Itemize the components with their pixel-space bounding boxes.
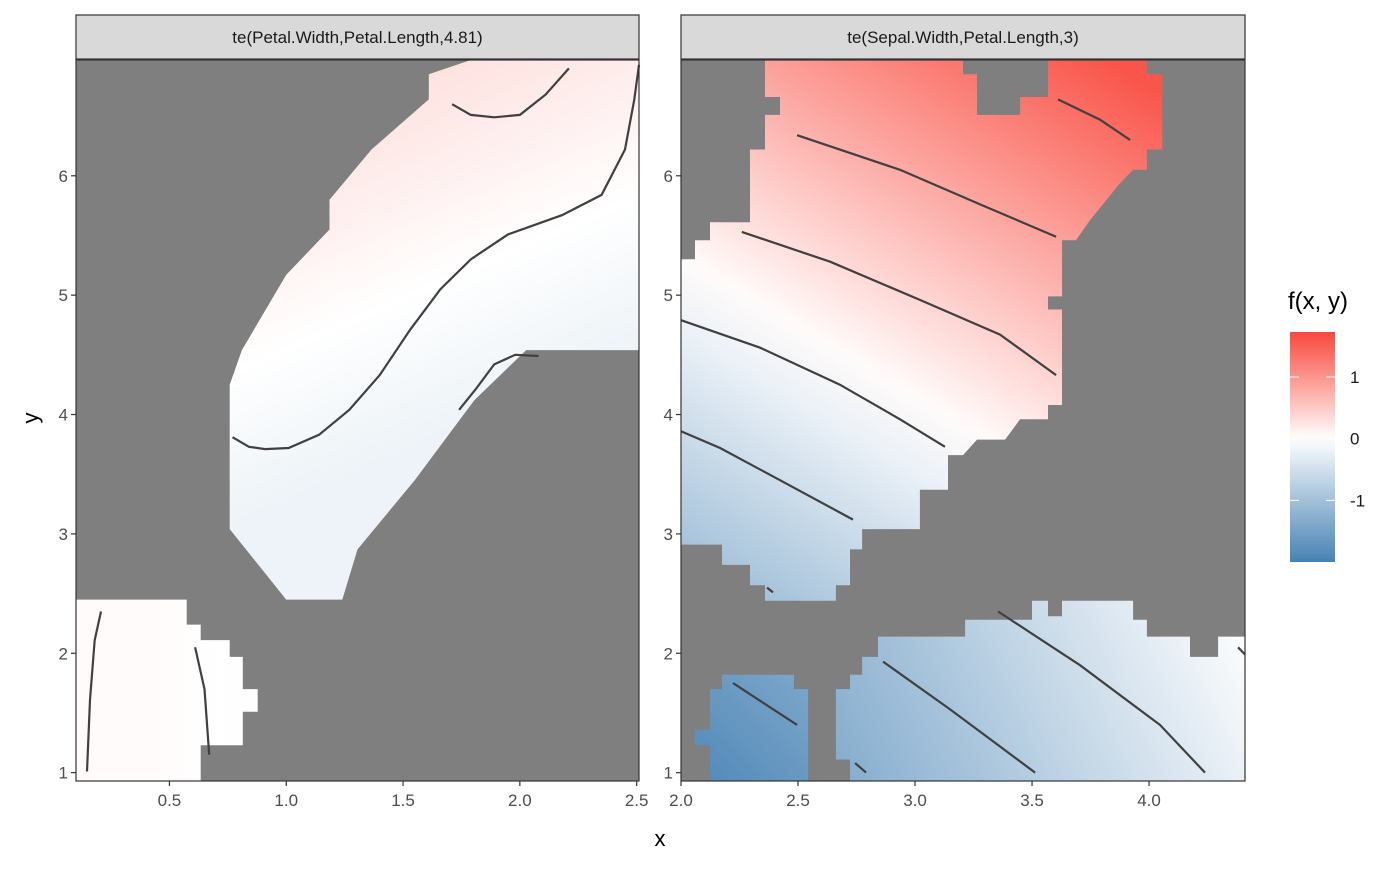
contour-line bbox=[741, 230, 1057, 376]
x-tick-label: 4.0 bbox=[1137, 791, 1161, 810]
y-tick-label: 3 bbox=[59, 525, 68, 544]
y-tick-label: 1 bbox=[664, 764, 673, 783]
y-tick-label: 6 bbox=[664, 167, 673, 186]
contour-line bbox=[766, 586, 774, 594]
x-tick-label: 0.5 bbox=[158, 791, 182, 810]
contour-line bbox=[680, 430, 854, 521]
panel-border bbox=[75, 59, 640, 782]
contour-line bbox=[231, 64, 641, 451]
x-tick-label: 3.5 bbox=[1020, 791, 1044, 810]
legend-tick-label: 1 bbox=[1350, 368, 1359, 387]
facet-strip bbox=[75, 14, 640, 60]
legend-title: f(x, y) bbox=[1288, 288, 1348, 315]
heatmap-region bbox=[695, 674, 809, 781]
contour-line bbox=[882, 660, 1036, 774]
x-tick-label: 1.5 bbox=[391, 791, 415, 810]
contour-line bbox=[85, 611, 103, 772]
contour-line bbox=[458, 353, 539, 411]
y-tick-label: 2 bbox=[664, 644, 673, 663]
y-tick-label: 5 bbox=[664, 286, 673, 305]
heatmap-region bbox=[835, 600, 1245, 781]
y-axis-label: y bbox=[18, 413, 43, 424]
x-tick-label: 2.5 bbox=[786, 791, 810, 810]
heatmap-region bbox=[229, 60, 639, 600]
y-tick-label: 5 bbox=[59, 286, 68, 305]
x-tick-label: 2.0 bbox=[508, 791, 532, 810]
contour-line bbox=[997, 610, 1206, 774]
y-tick-label: 3 bbox=[664, 525, 673, 544]
x-axis-label: x bbox=[655, 826, 666, 851]
heatmap-region bbox=[681, 60, 1163, 601]
facet-strip-label: te(Sepal.Width,Petal.Length,3) bbox=[847, 28, 1079, 47]
facet-strip-label: te(Petal.Width,Petal.Length,4.81) bbox=[232, 28, 482, 47]
y-tick-label: 4 bbox=[59, 406, 68, 425]
panel-border bbox=[680, 59, 1246, 782]
facet-panel: te(Sepal.Width,Petal.Length,3) 2.0 2.5 3.0 3… bbox=[664, 14, 1246, 810]
color-legend: f(x, y) 1 0 -1 bbox=[1288, 288, 1365, 562]
contour-line bbox=[680, 319, 946, 448]
contour-line bbox=[194, 647, 211, 755]
y-tick-label: 4 bbox=[664, 406, 673, 425]
heatmap-region bbox=[76, 599, 258, 781]
y-tick-label: 1 bbox=[59, 764, 68, 783]
x-tick-label: 2.0 bbox=[669, 791, 693, 810]
legend-tick-label: -1 bbox=[1350, 491, 1365, 510]
contour-line bbox=[451, 67, 570, 119]
x-tick-label: 2.5 bbox=[625, 791, 649, 810]
contour-line bbox=[1237, 646, 1246, 656]
y-tick-label: 6 bbox=[59, 167, 68, 186]
contour-line bbox=[1057, 98, 1131, 141]
facet-strip bbox=[680, 14, 1246, 60]
contour-line bbox=[854, 762, 867, 774]
contour-line bbox=[796, 134, 1057, 238]
facet-panel: te(Petal.Width,Petal.Length,4.81) 0.5 1.0 1… bbox=[59, 14, 649, 810]
x-tick-label: 3.0 bbox=[903, 791, 927, 810]
x-tick-label: 1.0 bbox=[274, 791, 298, 810]
legend-tick-label: 0 bbox=[1350, 430, 1359, 449]
y-tick-label: 2 bbox=[59, 644, 68, 663]
contour-line bbox=[732, 682, 798, 726]
legend-colorbar bbox=[1290, 332, 1335, 562]
